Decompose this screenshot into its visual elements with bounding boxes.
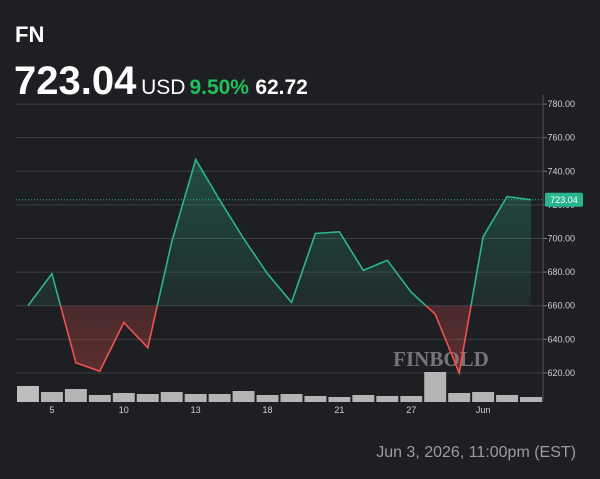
area-above	[27, 159, 532, 306]
change: 62.72	[255, 76, 308, 99]
ticker: FN	[15, 22, 44, 47]
last-price-box	[545, 192, 583, 207]
x-tick-label: 13	[191, 405, 201, 415]
y-tick-label: 680.00	[547, 267, 575, 277]
volume-bar	[448, 393, 471, 402]
volume-bar	[88, 395, 111, 402]
volume-bar	[376, 396, 399, 402]
y-tick-label: 640.00	[547, 334, 575, 344]
volume-bar	[40, 392, 63, 402]
y-tick-label: 660.00	[547, 301, 575, 311]
volume-bar	[496, 395, 519, 402]
y-tick-label: 780.00	[547, 99, 575, 109]
x-tick-label: 10	[119, 405, 129, 415]
y-tick-label: 740.00	[547, 166, 575, 176]
y-tick-label: 620.00	[547, 368, 575, 378]
volume-bar	[17, 386, 39, 402]
volume-bar	[424, 372, 447, 402]
x-tick-label: 27	[406, 405, 416, 415]
x-tick-label: 21	[334, 405, 344, 415]
volume-bar	[232, 391, 255, 402]
volume-bar	[400, 396, 423, 402]
volume-bar	[160, 392, 183, 402]
volume-bar	[136, 394, 159, 402]
x-tick-label: Jun	[476, 405, 491, 415]
volume-bar	[184, 394, 207, 402]
volume-bar	[520, 397, 542, 402]
volume-bar	[352, 395, 375, 402]
price-line-down	[28, 305, 472, 376]
volume-bar	[304, 396, 327, 402]
y-tick-label: 760.00	[547, 133, 575, 143]
volume-bar	[256, 395, 279, 402]
x-tick-label: 5	[49, 405, 54, 415]
y-tick-label: 700.00	[547, 234, 575, 244]
volume-bar	[208, 394, 231, 402]
volume-bar	[280, 394, 303, 402]
volume-bar	[472, 392, 495, 402]
watermark: FINBOLD	[393, 347, 489, 371]
last-price-label: 723.04	[550, 195, 578, 205]
volume-bar	[112, 393, 135, 402]
volume-bar	[64, 389, 87, 402]
change-percent: 9.50%	[189, 76, 249, 99]
currency: USD	[141, 76, 185, 99]
area-below	[27, 305, 532, 373]
timestamp: Jun 3, 2026, 11:00pm (EST)	[376, 444, 576, 461]
x-tick-label: 18	[263, 405, 273, 415]
volume-bar	[328, 397, 351, 402]
price-line-up	[27, 157, 532, 306]
